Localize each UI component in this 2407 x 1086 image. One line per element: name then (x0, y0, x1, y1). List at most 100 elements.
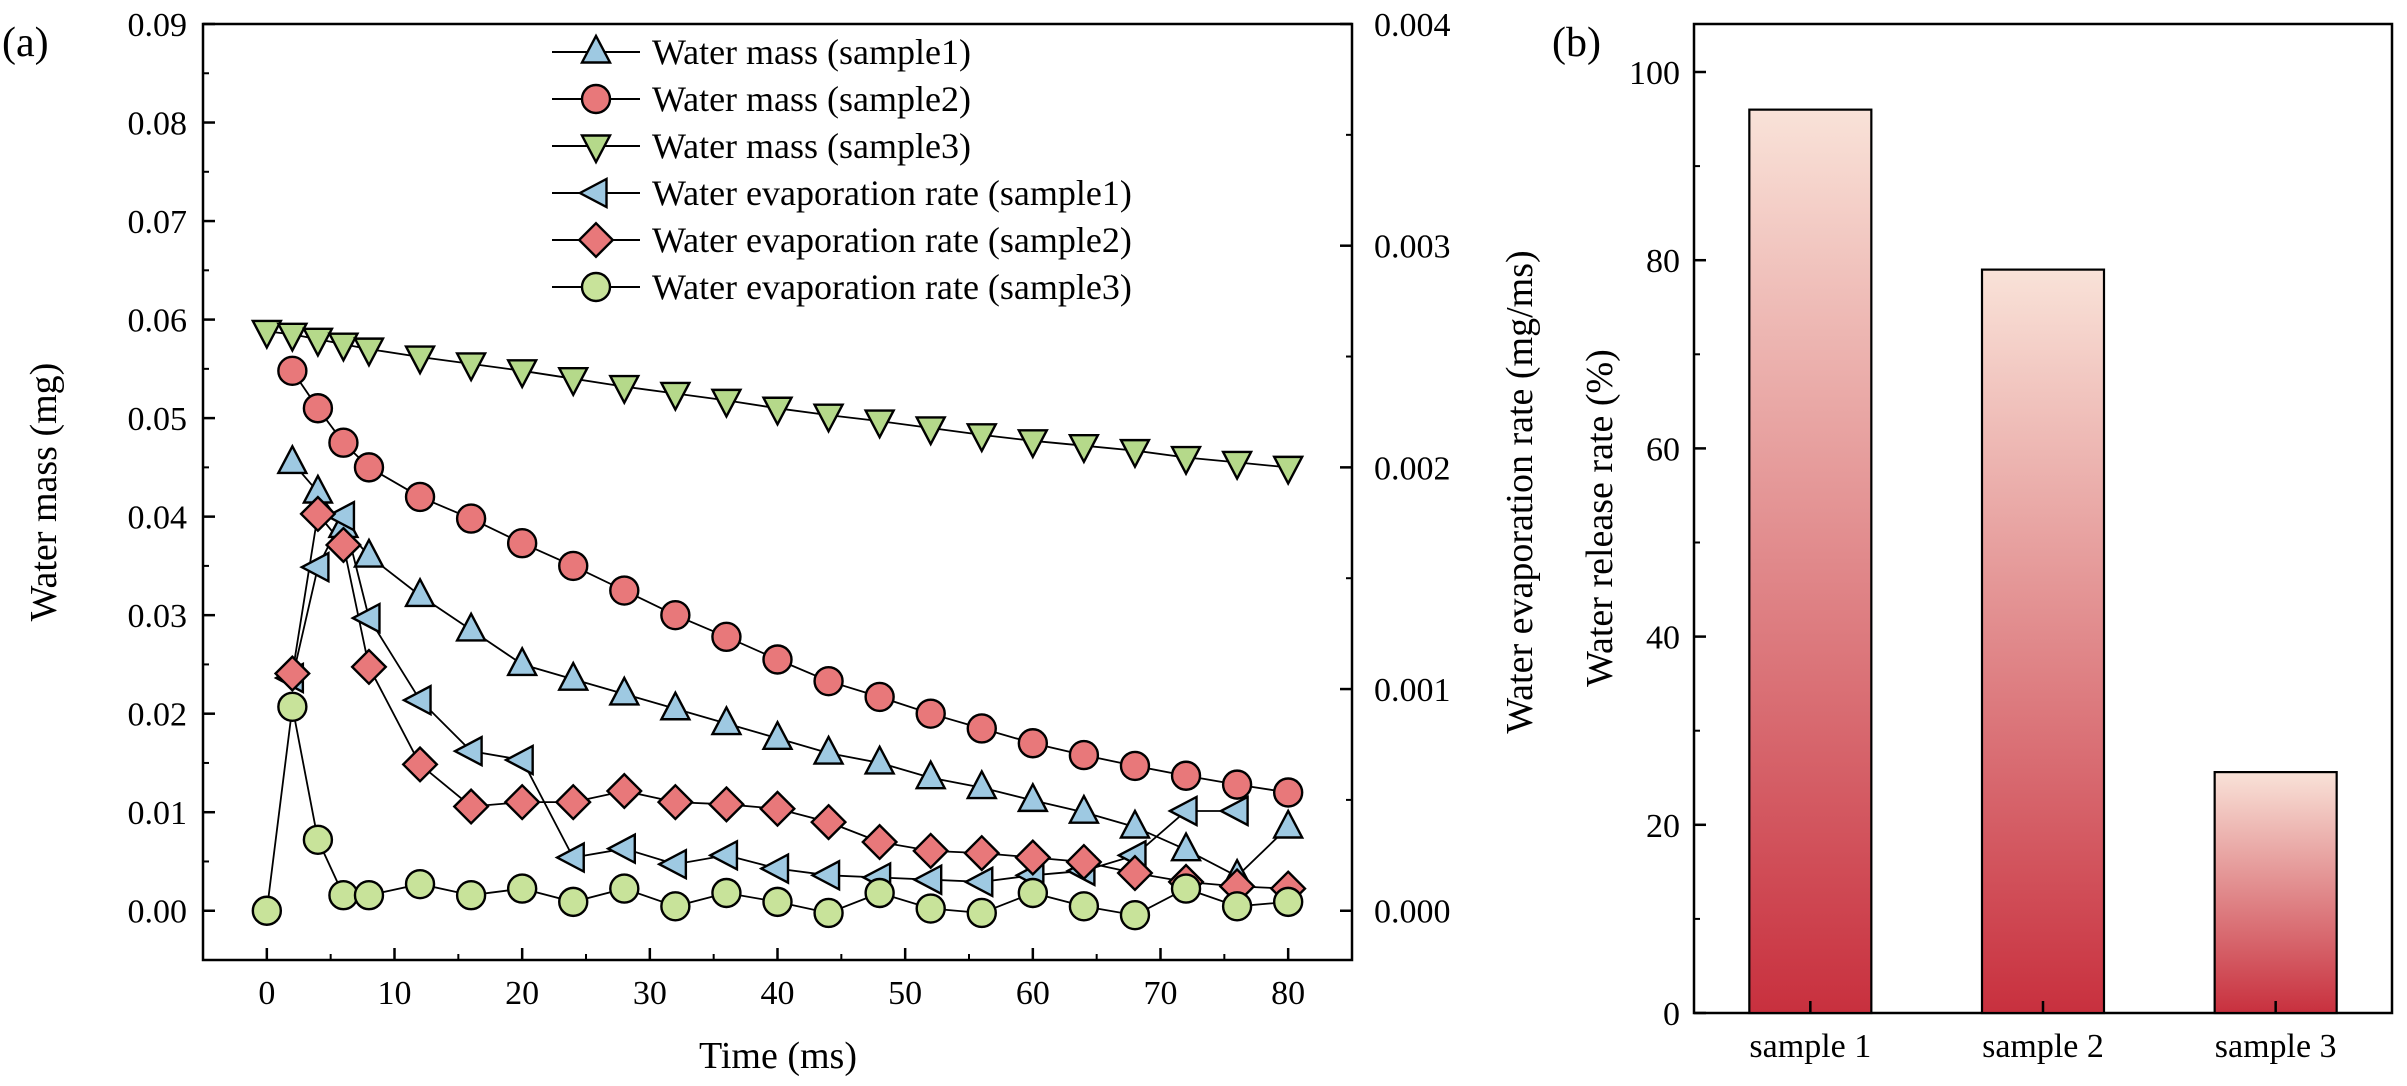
series-3-point (863, 409, 896, 440)
legend-label: Water mass (sample3) (652, 126, 971, 166)
series-5-point (963, 834, 1001, 872)
series-4-point (1218, 794, 1249, 827)
series-1-point (506, 645, 539, 677)
y2-tick-label: 0.004 (1374, 7, 1451, 44)
series-3-point (276, 322, 309, 354)
series-3-point (301, 327, 334, 358)
y-tick-label: 0.06 (128, 303, 188, 340)
plot-b-y-ticks: 0 20 40 60 80 100 (1629, 55, 1706, 1033)
series-3-point (327, 332, 360, 363)
series-3-point (914, 416, 947, 447)
series-3-point (506, 359, 539, 390)
series-6-point (1119, 899, 1151, 931)
legend-marker (580, 271, 612, 303)
series-3-point (812, 403, 845, 434)
series-3-point (1067, 433, 1100, 465)
series-3-point (404, 345, 437, 376)
series-6-point (1272, 886, 1304, 918)
series-5-point (656, 783, 694, 821)
series-3-point (965, 423, 998, 454)
series-2-point (864, 681, 895, 713)
series-6-point (915, 893, 946, 924)
series-2-point (660, 599, 691, 631)
series-1-point (404, 576, 437, 608)
series-6-point (1017, 877, 1049, 909)
legend-label: Water mass (sample1) (652, 32, 971, 72)
series-4-point (350, 602, 381, 635)
series-4-point (605, 832, 636, 865)
series-4-point (324, 500, 356, 533)
series-6-point (506, 873, 538, 904)
series-6-point (864, 877, 895, 909)
series-2-point (1119, 750, 1151, 782)
y2-tick-label: 0.000 (1374, 894, 1451, 931)
legend-label: Water evaporation rate (sample1) (652, 173, 1132, 213)
series-2-point (353, 452, 385, 483)
series-4-point (452, 735, 483, 768)
series-4-point (554, 841, 585, 874)
series-6-point (711, 877, 742, 909)
plot-a-legend: Water mass (sample1) Water mass (sample2)… (552, 32, 1132, 307)
series-2-point (762, 644, 793, 675)
series-1-point (1118, 808, 1151, 839)
plot-a-y-ticks: 0.00 0.01 0.02 0.03 0.04 0.05 0.06 0.07 0.08 0.09 (128, 7, 215, 931)
series-4-point (963, 865, 994, 898)
x-tick-label: 50 (888, 975, 922, 1012)
bar-y-tick-label: 0 (1663, 996, 1680, 1033)
series-1-point (710, 704, 743, 736)
series-3-point (455, 352, 488, 383)
series-line-2 (291, 370, 1289, 794)
series-3-point (1221, 450, 1254, 482)
legend-label: Water mass (sample2) (652, 79, 971, 119)
series-4-point (1167, 794, 1198, 827)
plot-a-x-ticks: 0 10 20 30 40 50 60 70 80 (258, 948, 1305, 1012)
x-tick-label: 60 (1016, 975, 1050, 1012)
series-line-4 (291, 513, 1238, 883)
series-2-point (302, 393, 334, 424)
series-4-point (401, 684, 432, 717)
series-1-point (965, 768, 998, 800)
x-tick-label: 20 (505, 975, 539, 1012)
plot-a-y-axis-title: Water mass (mg) (23, 363, 65, 622)
series-1-point (276, 443, 309, 475)
series-2-point (455, 503, 487, 534)
series-6-point (966, 897, 997, 929)
series-1-point (455, 611, 488, 642)
series-6-point (1170, 873, 1202, 904)
legend-marker (580, 134, 612, 165)
series-4-point (912, 863, 943, 896)
series-5-point (1116, 854, 1154, 892)
legend-label: Water evaporation rate (sample2) (652, 220, 1132, 260)
series-2-point (558, 550, 589, 582)
series-2-point (1017, 728, 1049, 759)
series-6-point (762, 886, 793, 918)
x-tick-label: 80 (1271, 975, 1305, 1012)
series-3-point (1170, 445, 1203, 477)
panel-label-a: (a) (2, 20, 49, 66)
series-5-point (554, 783, 592, 821)
series-6-point (277, 691, 308, 722)
series-4-point (758, 852, 790, 885)
series-3-point (1016, 429, 1049, 460)
series-5-point (324, 526, 362, 564)
bar-sample-1 (1748, 108, 1873, 1015)
series-4-point (809, 859, 841, 892)
series-1-point (608, 675, 641, 706)
series-2-point (915, 698, 946, 729)
series-1-point (863, 744, 896, 775)
x-tick-label: 70 (1144, 975, 1178, 1012)
series-5-point (299, 495, 337, 533)
y2-tick-label: 0.001 (1374, 672, 1451, 709)
series-6-point (353, 880, 385, 911)
series-2-point (328, 427, 359, 458)
legend-marker (580, 33, 612, 64)
series-1-point (659, 690, 692, 721)
series-3-point (1118, 438, 1151, 470)
bar-y-tick-label: 80 (1646, 243, 1680, 280)
plot-a-series-markers (250, 319, 1307, 931)
series-5-point (861, 823, 899, 861)
series-3-point (761, 396, 794, 427)
bar-y-tick-label: 60 (1646, 431, 1680, 468)
bar-x-tick-label: sample 1 (1749, 1028, 1871, 1065)
